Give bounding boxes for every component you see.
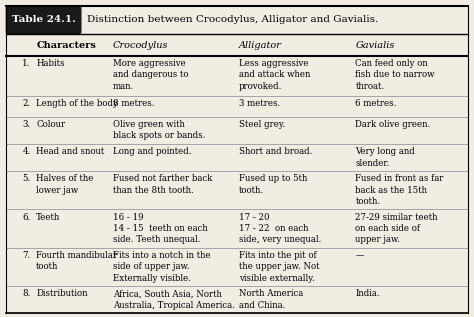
Bar [6,6,468,34]
Bar [6,171,468,210]
Text: Steel grey.: Steel grey. [239,120,285,129]
Text: 3 metres.: 3 metres. [239,99,280,108]
Text: Fused in front as far
back as the 15th
tooth.: Fused in front as far back as the 15th t… [356,174,444,206]
Text: Distribution: Distribution [36,289,88,298]
Text: Fits into the pit of
the upper jaw. Not
visible externally.: Fits into the pit of the upper jaw. Not … [239,251,319,283]
Text: Length of the body: Length of the body [36,99,118,108]
Text: 6 metres.: 6 metres. [356,99,397,108]
Text: 8 metres.: 8 metres. [113,99,155,108]
Text: Short and broad.: Short and broad. [239,147,312,156]
Text: 27-29 similar teeth
on each side of
upper jaw.: 27-29 similar teeth on each side of uppe… [356,213,438,244]
Text: More aggressive
and dangerous to
man.: More aggressive and dangerous to man. [113,59,188,91]
Text: 16 - 19
14 - 15  teeth on each
side. Teeth unequal.: 16 - 19 14 - 15 teeth on each side. Teet… [113,213,208,244]
Bar [6,286,468,313]
Text: 1.: 1. [22,59,30,68]
Text: Table 24.1.: Table 24.1. [12,16,75,24]
Text: —: — [356,251,364,260]
Text: India.: India. [356,289,380,298]
FancyBboxPatch shape [6,6,82,34]
Text: 17 - 20
17 - 22  on each
side, very unequal.: 17 - 20 17 - 22 on each side, very unequ… [239,213,321,244]
Text: Distinction between Crocodylus, Alligator and Gavialis.: Distinction between Crocodylus, Alligato… [87,16,378,24]
Bar [6,248,468,286]
Text: Characters: Characters [36,41,96,49]
Text: 6.: 6. [22,213,30,222]
Text: Gavialis: Gavialis [356,41,395,49]
Text: 3.: 3. [22,120,30,129]
Bar [6,96,468,117]
Text: Fits into a notch in the
side of upper jaw.
Externally visible.: Fits into a notch in the side of upper j… [113,251,210,283]
Text: Less aggressive
and attack when
provoked.: Less aggressive and attack when provoked… [239,59,310,91]
Text: North America
and China.: North America and China. [239,289,303,310]
Text: Very long and
slender.: Very long and slender. [356,147,415,168]
Bar [6,34,468,56]
Text: Head and snout: Head and snout [36,147,104,156]
Bar [6,117,468,144]
Text: Fused up to 5th
tooth.: Fused up to 5th tooth. [239,174,308,195]
Bar [6,56,468,96]
Text: Colour: Colour [36,120,65,129]
Text: 5.: 5. [22,174,30,183]
Text: 7.: 7. [22,251,30,260]
Text: Habits: Habits [36,59,65,68]
Text: 8.: 8. [22,289,30,298]
Bar [6,144,468,171]
Text: Fourth mandibular
tooth: Fourth mandibular tooth [36,251,117,271]
Text: Crocodylus: Crocodylus [113,41,168,49]
Text: Africa, South Asia, North
Australia, Tropical America.: Africa, South Asia, North Australia, Tro… [113,289,235,310]
Text: 4.: 4. [22,147,30,156]
Bar [6,210,468,248]
Text: Can feed only on
fish due to narrow
throat.: Can feed only on fish due to narrow thro… [356,59,435,91]
Text: Long and pointed.: Long and pointed. [113,147,191,156]
Text: Fused not farther back
than the 8th tooth.: Fused not farther back than the 8th toot… [113,174,212,195]
Text: Olive green with
black spots or bands.: Olive green with black spots or bands. [113,120,205,140]
Text: Dark olive green.: Dark olive green. [356,120,430,129]
Text: Alligator: Alligator [239,41,282,49]
Text: Halves of the
lower jaw: Halves of the lower jaw [36,174,93,195]
Text: Teeth: Teeth [36,213,61,222]
Text: 2.: 2. [22,99,30,108]
